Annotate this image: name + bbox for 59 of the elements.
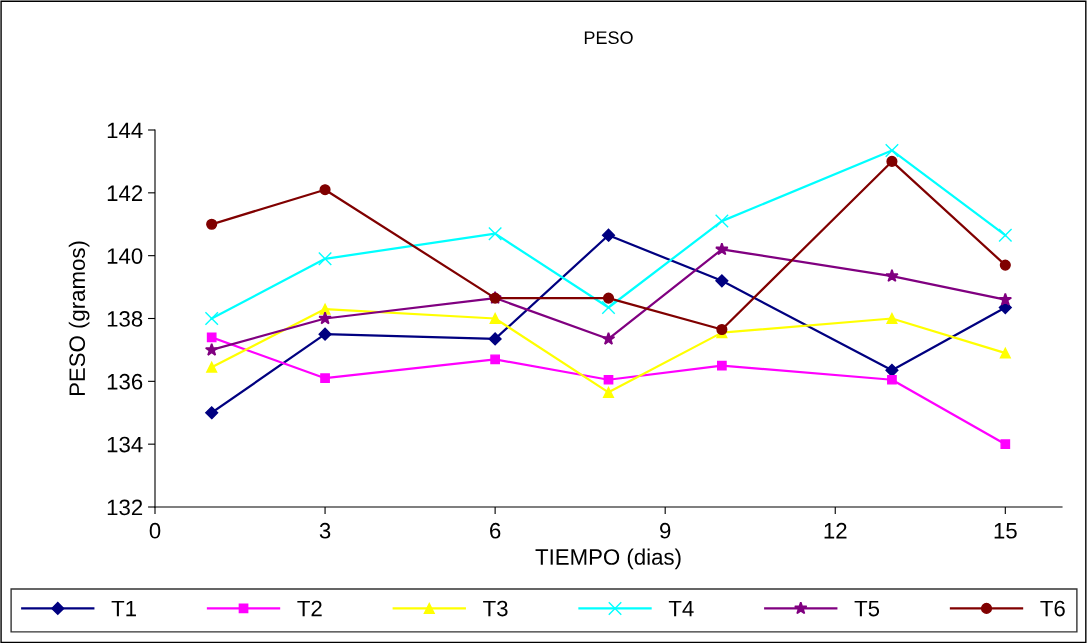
x-tick-label: 6 xyxy=(490,522,501,539)
point xyxy=(886,312,898,325)
x-tick-label: 0 xyxy=(149,522,161,539)
point xyxy=(206,332,217,343)
point xyxy=(714,214,729,229)
point xyxy=(998,228,1013,243)
point xyxy=(488,332,502,346)
legend-label: T5 xyxy=(854,600,880,617)
x-tick-label: 12 xyxy=(824,522,847,539)
point xyxy=(998,292,1013,306)
x-tick-label: 3 xyxy=(319,522,331,539)
point xyxy=(885,363,899,377)
point xyxy=(318,311,332,325)
x-tick-label: 15 xyxy=(994,523,1017,539)
point xyxy=(601,300,616,315)
point xyxy=(715,274,729,288)
point xyxy=(1000,439,1011,450)
point xyxy=(319,303,331,315)
chart-title: PESO xyxy=(584,31,633,45)
y-tick-label: 138 xyxy=(107,311,143,327)
y-tick-label: 144 xyxy=(107,122,143,139)
point xyxy=(887,374,897,385)
point xyxy=(601,228,616,242)
legend-label: T1 xyxy=(111,600,136,617)
y-tick-label: 140 xyxy=(107,248,143,264)
point xyxy=(601,331,616,345)
point xyxy=(715,242,729,256)
y-tick-label: 132 xyxy=(107,499,143,516)
y-tick-label: 136 xyxy=(107,373,143,390)
point xyxy=(318,251,333,266)
legend-label: T4 xyxy=(668,600,694,617)
point xyxy=(490,354,500,365)
y-tick-label: 134 xyxy=(107,436,143,453)
point xyxy=(999,259,1011,271)
point xyxy=(489,312,501,325)
y-axis-title: PESO (gramos) xyxy=(68,241,90,396)
point xyxy=(602,386,615,398)
point xyxy=(886,155,898,167)
point xyxy=(602,292,615,304)
legend-label: T2 xyxy=(297,600,322,617)
point xyxy=(717,360,727,371)
point xyxy=(884,143,899,158)
point xyxy=(206,361,218,373)
x-tick-label: 9 xyxy=(660,522,671,539)
point xyxy=(885,269,899,282)
point xyxy=(204,342,219,356)
legend-label: T3 xyxy=(483,600,508,617)
point xyxy=(319,184,331,196)
point xyxy=(206,218,218,230)
point xyxy=(204,311,219,326)
point xyxy=(320,373,330,384)
point xyxy=(488,226,503,241)
point xyxy=(318,327,332,341)
y-tick-label: 142 xyxy=(107,185,143,201)
point xyxy=(205,406,219,420)
point xyxy=(603,374,614,385)
x-axis-title: TIEMPO (dias) xyxy=(535,548,681,570)
point xyxy=(999,347,1011,359)
legend-label: T6 xyxy=(1040,600,1065,617)
